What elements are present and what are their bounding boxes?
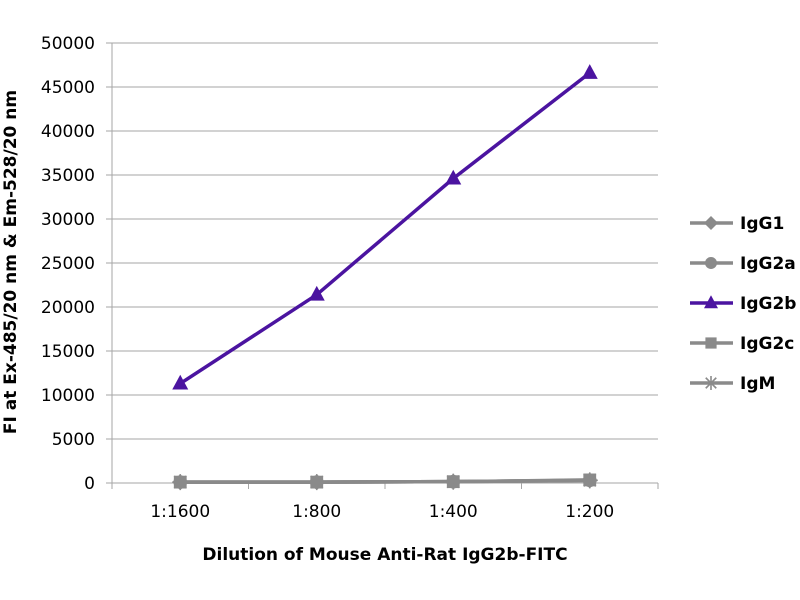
series-line-igm xyxy=(180,478,590,484)
x-tick-labels: 1:1600 1:800 1:400 1:200 xyxy=(150,502,614,522)
data-point-igg2b xyxy=(308,285,325,301)
data-point-igm xyxy=(445,473,462,490)
y-tick-labels: 0 5000 10000 15000 20000 25000 30000 35000 40000… xyxy=(41,34,95,494)
x-tick-label: 1:200 xyxy=(565,502,614,522)
x-tick-label: 1:1600 xyxy=(150,502,210,522)
legend-item-igg2a: IgG2a xyxy=(690,254,796,274)
y-tick-label: 30000 xyxy=(41,210,95,230)
y-tick-label: 45000 xyxy=(41,78,95,98)
x-tick-label: 1:800 xyxy=(292,502,341,522)
legend-marker-igg1 xyxy=(704,216,718,230)
legend-label: IgM xyxy=(740,374,775,394)
legend-marker-igg2a xyxy=(705,257,717,269)
data-point-igg2b xyxy=(581,64,598,79)
legend-label: IgG2b xyxy=(740,294,796,314)
x-tick-label: 1:400 xyxy=(429,502,478,522)
y-tick-label: 20000 xyxy=(41,298,95,318)
series-line-igg2b xyxy=(179,71,591,386)
legend-label: IgG1 xyxy=(740,214,784,234)
y-tick-label: 50000 xyxy=(41,34,95,54)
data-point-igm xyxy=(308,474,325,491)
legend-marker-igm xyxy=(704,376,718,390)
legend-item-igg2c: IgG2c xyxy=(690,334,794,354)
y-tick-label: 25000 xyxy=(41,254,95,274)
data-point-igg2b xyxy=(445,169,462,185)
series-lines xyxy=(172,64,598,491)
legend-marker-igg2b xyxy=(704,295,718,309)
y-tick-label: 40000 xyxy=(41,122,95,142)
legend-label: IgG2c xyxy=(740,334,794,354)
y-tick-label: 5000 xyxy=(52,430,95,450)
data-point-igg2b xyxy=(172,374,189,390)
data-point-igm xyxy=(172,474,189,491)
x-axis-title: Dilution of Mouse Anti-Rat IgG2b-FITC xyxy=(202,545,567,565)
gridlines xyxy=(112,42,658,440)
y-tick-label: 35000 xyxy=(41,166,95,186)
y-tick-label: 10000 xyxy=(41,386,95,406)
data-point-igm xyxy=(581,472,598,489)
y-tick-label: 0 xyxy=(84,474,95,494)
legend-item-igg2b: IgG2b xyxy=(690,294,796,314)
legend-item-igg1: IgG1 xyxy=(690,214,784,234)
axes xyxy=(106,42,659,489)
y-tick-label: 15000 xyxy=(41,342,95,362)
legend-marker-igg2c xyxy=(705,337,717,349)
legend: IgG1 IgG2a IgG2b IgG2c IgM xyxy=(690,214,796,394)
y-axis-title: FI at Ex-485/20 nm & Em-528/20 nm xyxy=(1,90,21,434)
legend-label: IgG2a xyxy=(740,254,796,274)
legend-item-igm: IgM xyxy=(690,374,775,394)
